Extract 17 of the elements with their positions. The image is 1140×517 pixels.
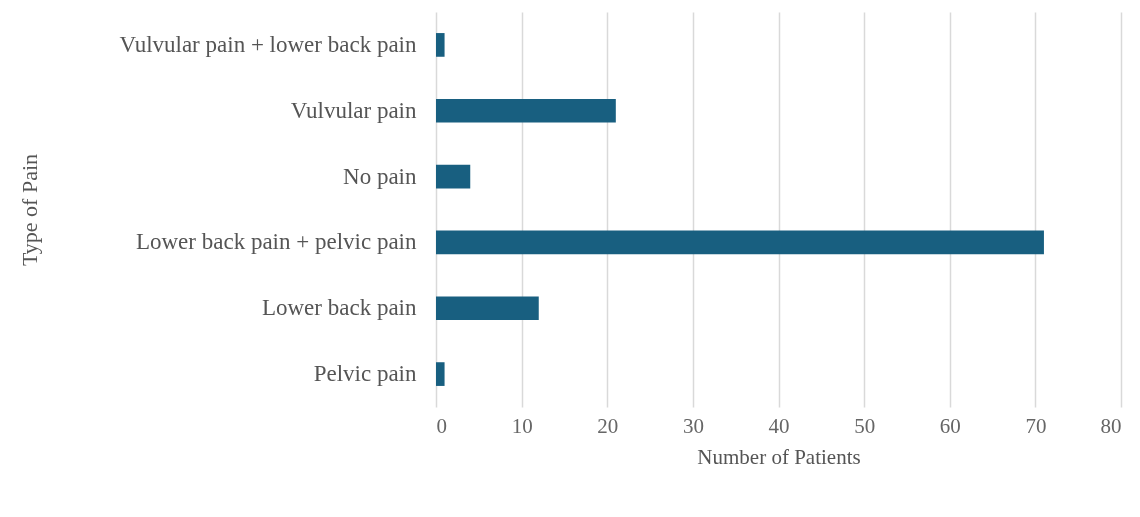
- x-tick-label: 50: [854, 413, 876, 438]
- y-tick-label: No pain: [343, 163, 417, 189]
- x-tick-label: 60: [939, 413, 961, 438]
- x-tick-label: 20: [597, 413, 619, 438]
- y-tick-label: Pelvic pain: [313, 361, 417, 387]
- x-tick-label: 0: [436, 413, 447, 438]
- x-tick-label: 80: [1100, 413, 1122, 438]
- x-tick-label: 40: [768, 413, 790, 438]
- y-tick-label: Vulvular pain + lower back pain: [119, 31, 417, 57]
- x-tick-label: 10: [511, 413, 533, 438]
- x-tick-label: 30: [682, 413, 704, 438]
- x-axis-title: Number of Patients: [697, 444, 861, 469]
- x-tick-label: 70: [1025, 413, 1047, 438]
- y-axis-title: Type of Pain: [16, 153, 42, 267]
- y-tick-label: Vulvular pain: [290, 97, 417, 123]
- y-tick-label: Lower back pain + pelvic pain: [135, 229, 417, 255]
- y-tick-label: Lower back pain: [261, 295, 417, 321]
